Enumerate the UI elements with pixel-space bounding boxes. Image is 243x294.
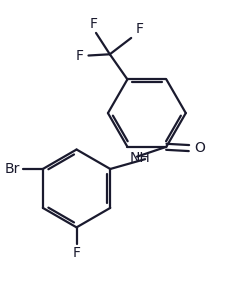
Text: F: F bbox=[76, 49, 84, 63]
Text: NH: NH bbox=[129, 151, 150, 165]
Text: O: O bbox=[194, 141, 205, 155]
Text: F: F bbox=[90, 17, 98, 31]
Text: Br: Br bbox=[5, 162, 20, 176]
Text: F: F bbox=[73, 246, 80, 260]
Text: F: F bbox=[136, 22, 144, 36]
